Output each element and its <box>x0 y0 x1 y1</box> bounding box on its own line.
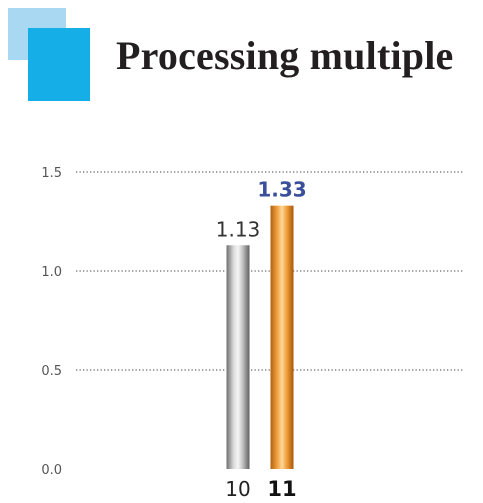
page-title: Processing multiple <box>116 33 454 78</box>
labels-layer: 0.0 0.5 1.0 1.5 1.13 10 1.33 11 <box>41 166 306 501</box>
bar-value-label: 1.13 <box>216 217 261 241</box>
y-tick-label: 0.5 <box>41 364 62 379</box>
y-tick-label: 0.0 <box>41 463 62 478</box>
bar-11 <box>270 205 294 469</box>
y-tick-label: 1.5 <box>41 166 62 181</box>
bar-value-label: 1.33 <box>257 178 306 202</box>
y-tick-label: 1.0 <box>41 265 62 280</box>
logo-square-front <box>28 28 90 101</box>
grid-layer <box>76 171 463 371</box>
bars-layer <box>226 205 294 469</box>
bar-10 <box>226 245 250 469</box>
x-category-label: 11 <box>267 477 296 501</box>
x-category-label: 10 <box>225 477 250 501</box>
